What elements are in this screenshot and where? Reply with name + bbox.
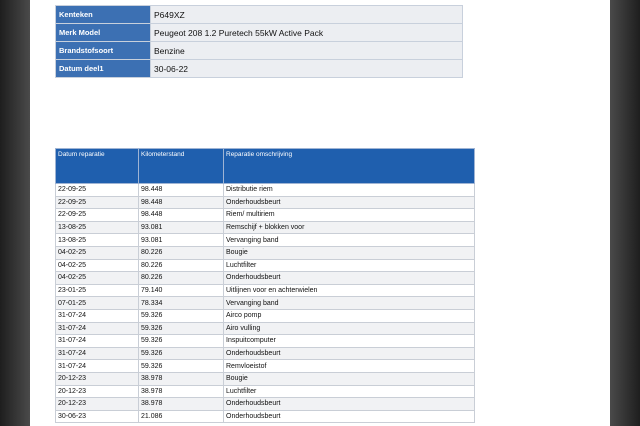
repair-row: 20-12-23 38.978 Bougie <box>55 371 475 386</box>
info-row: Merk Model Peugeot 208 1.2 Puretech 55kW … <box>55 23 463 42</box>
info-table: Kenteken P649XZ Merk Model Peugeot 208 1.2 … <box>55 5 463 78</box>
repair-cell: Onderhoudsbeurt <box>223 195 475 210</box>
info-row: Datum deel1 30-06-22 <box>55 59 463 78</box>
repair-cell: Uitlijnen voor en achterwielen <box>223 283 475 298</box>
repair-cell: 38.978 <box>138 371 224 386</box>
repair-cell: 13-08-25 <box>55 220 139 235</box>
repair-cell: 80.226 <box>138 258 224 273</box>
repair-cell: 20-12-23 <box>55 397 139 411</box>
repair-cell: Onderhoudsbeurt <box>223 346 475 361</box>
repair-cell: Onderhoudsbeurt <box>223 397 475 411</box>
info-value: P649XZ <box>150 5 463 24</box>
repair-cell: 31-07-24 <box>55 321 139 336</box>
repair-row: 04-02-25 80.226 Onderhoudsbeurt <box>55 271 475 285</box>
info-value: Benzine <box>150 41 463 60</box>
repair-cell: Airo vulling <box>223 321 475 336</box>
repair-cell: 30-06-23 <box>55 409 139 424</box>
repair-cell: Distributie riem <box>223 183 475 197</box>
repair-row: 31-07-24 59.326 Remvloeistof <box>55 359 475 373</box>
repair-cell: 04-02-25 <box>55 245 139 260</box>
repair-cell: Inspuitcomputer <box>223 334 475 348</box>
repair-cell: Bougie <box>223 245 475 260</box>
repair-cell: 78.334 <box>138 296 224 310</box>
repair-row: 22-09-25 98.448 Onderhoudsbeurt <box>55 195 475 210</box>
repair-cell: 31-07-24 <box>55 346 139 361</box>
repair-cell: 04-02-25 <box>55 258 139 273</box>
repair-row: 20-12-23 38.978 Onderhoudsbeurt <box>55 397 475 411</box>
repair-cell: Airco pomp <box>223 308 475 323</box>
repair-row: 31-07-24 59.326 Airco pomp <box>55 308 475 323</box>
repair-cell: Remschijf + blokken voor <box>223 220 475 235</box>
document-page: Kenteken P649XZ Merk Model Peugeot 208 1.2 … <box>30 0 610 426</box>
repair-cell: Luchtfilter <box>223 384 475 399</box>
repair-cell: 22-09-25 <box>55 195 139 210</box>
repair-cell: Luchtfilter <box>223 258 475 273</box>
repair-cell: Vervanging band <box>223 233 475 247</box>
repair-row: 22-09-25 98.448 Distributie riem <box>55 183 475 197</box>
repair-row: 30-06-23 21.086 Onderhoudsbeurt <box>55 409 475 424</box>
repair-cell: 80.226 <box>138 271 224 285</box>
repair-cell: 59.326 <box>138 308 224 323</box>
info-value: 30-06-22 <box>150 59 463 78</box>
repair-cell: Onderhoudsbeurt <box>223 409 475 424</box>
repair-cell: 38.978 <box>138 384 224 399</box>
info-row: Brandstofsoort Benzine <box>55 41 463 60</box>
info-value: Peugeot 208 1.2 Puretech 55kW Active Pac… <box>150 23 463 42</box>
info-label: Merk Model <box>55 23 151 42</box>
repair-row: 31-07-24 59.326 Inspuitcomputer <box>55 334 475 348</box>
repair-row: 07-01-25 78.334 Vervanging band <box>55 296 475 310</box>
repair-cell: 20-12-23 <box>55 371 139 386</box>
repair-cell: 59.326 <box>138 334 224 348</box>
repair-table: Datum reparatie Kilometerstand Reparatie o… <box>55 148 475 424</box>
column-header: Datum reparatie <box>55 148 139 184</box>
repair-cell: Riem/ multiriem <box>223 208 475 222</box>
repair-cell: 93.081 <box>138 233 224 247</box>
repair-cell: 31-07-24 <box>55 308 139 323</box>
repair-cell: 21.086 <box>138 409 224 424</box>
repair-cell: Onderhoudsbeurt <box>223 271 475 285</box>
repair-cell: 04-02-25 <box>55 271 139 285</box>
repair-cell: 13-08-25 <box>55 233 139 247</box>
repair-cell: 23-01-25 <box>55 283 139 298</box>
repair-cell: 31-07-24 <box>55 359 139 373</box>
repair-cell: 22-09-25 <box>55 183 139 197</box>
repair-cell: 98.448 <box>138 208 224 222</box>
repair-cell: Remvloeistof <box>223 359 475 373</box>
repair-cell: 59.326 <box>138 359 224 373</box>
repair-row: 20-12-23 38.978 Luchtfilter <box>55 384 475 399</box>
repair-cell: 38.978 <box>138 397 224 411</box>
info-row: Kenteken P649XZ <box>55 5 463 24</box>
repair-cell: 80.226 <box>138 245 224 260</box>
repair-cell: 79.140 <box>138 283 224 298</box>
repair-row: 31-07-24 59.326 Onderhoudsbeurt <box>55 346 475 361</box>
column-header: Kilometerstand <box>138 148 224 184</box>
repair-cell: 59.326 <box>138 346 224 361</box>
repair-cell: Vervanging band <box>223 296 475 310</box>
repair-row: 23-01-25 79.140 Uitlijnen voor en achterwi… <box>55 283 475 298</box>
repair-cell: 20-12-23 <box>55 384 139 399</box>
repair-cell: 31-07-24 <box>55 334 139 348</box>
repair-cell: Bougie <box>223 371 475 386</box>
viewer-edge <box>0 0 30 426</box>
repair-cell: 93.081 <box>138 220 224 235</box>
repair-row: 13-08-25 93.081 Vervanging band <box>55 233 475 247</box>
info-label: Kenteken <box>55 5 151 24</box>
repair-row: 22-09-25 98.448 Riem/ multiriem <box>55 208 475 222</box>
repair-row: 31-07-24 59.326 Airo vulling <box>55 321 475 336</box>
info-label: Brandstofsoort <box>55 41 151 60</box>
info-label: Datum deel1 <box>55 59 151 78</box>
repair-cell: 59.326 <box>138 321 224 336</box>
repair-cell: 98.448 <box>138 195 224 210</box>
repair-cell: 22-09-25 <box>55 208 139 222</box>
repair-row: 04-02-25 80.226 Luchtfilter <box>55 258 475 273</box>
repair-cell: 07-01-25 <box>55 296 139 310</box>
column-header: Reparatie omschrijving <box>223 148 475 184</box>
repair-row: 04-02-25 80.226 Bougie <box>55 245 475 260</box>
repair-cell: 98.448 <box>138 183 224 197</box>
repair-row: 13-08-25 93.081 Remschijf + blokken voor <box>55 220 475 235</box>
viewer-edge <box>610 0 640 426</box>
